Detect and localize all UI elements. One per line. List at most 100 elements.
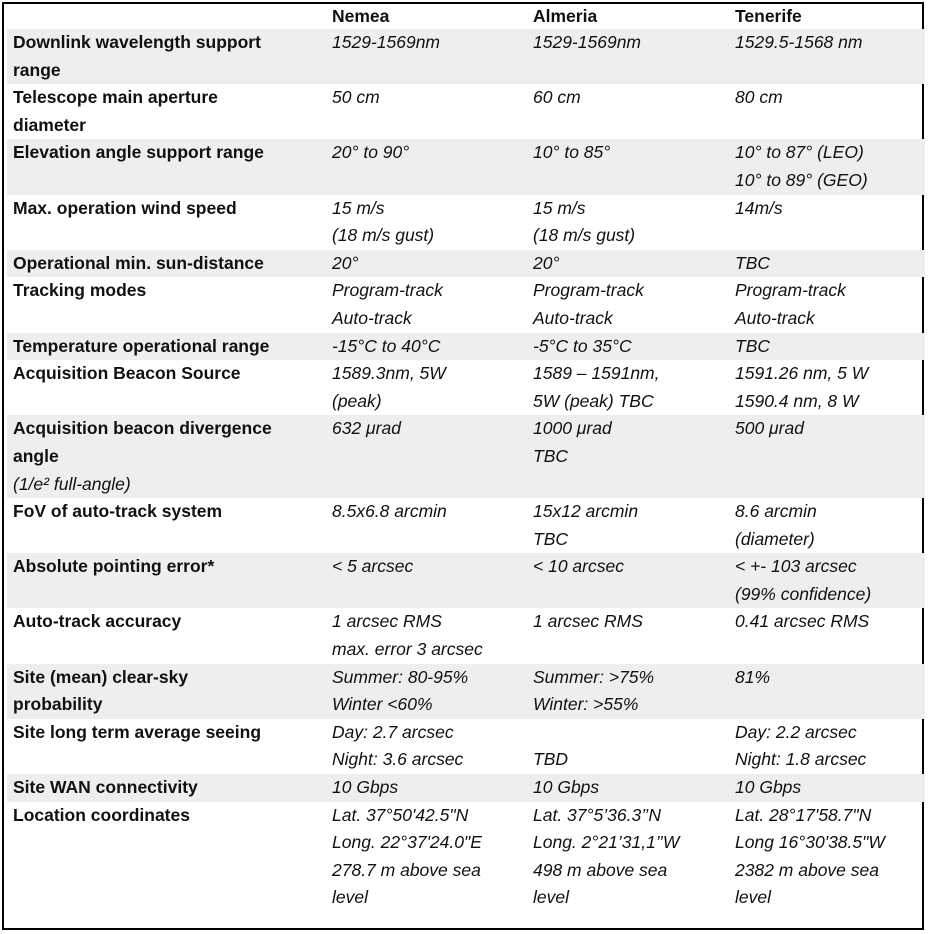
cell-almeria-line: < 10 arcsec	[533, 556, 624, 577]
cell-tenerife-line: 0.41 arcsec RMS	[735, 611, 870, 632]
cell-tenerife-line: TBC	[735, 252, 770, 273]
row-label: Location coordinates	[7, 802, 326, 912]
cell-nemea-line: 8.5x6.8 arcmin	[332, 501, 447, 522]
table-row: Auto-track accuracy 1 arcsec RMS max. erro…	[7, 608, 925, 663]
cell-tenerife-line: 10° to 87° (LEO)	[735, 142, 864, 163]
cell-tenerife-line: 1591.26 nm, 5 W	[735, 363, 869, 384]
cell-almeria: 1 arcsec RMS	[527, 608, 729, 663]
cell-tenerife-line: level	[735, 887, 771, 908]
cell-almeria-line: 498 m above sea	[533, 859, 668, 880]
cell-almeria: 10° to 85°	[527, 139, 729, 195]
cell-almeria-line: Lat. 37°5’36.3’’N	[533, 804, 661, 825]
table-row: Acquisition Beacon Source 1589.3nm, 5W (pe…	[7, 360, 925, 415]
cell-nemea-line: 632 μrad	[332, 418, 401, 439]
cell-almeria-line: 1000 μrad	[533, 418, 612, 439]
cell-tenerife: Program-track Auto-track	[729, 277, 925, 332]
cell-tenerife: 10° to 87° (LEO) 10° to 89° (GEO)	[729, 139, 925, 195]
table-row: Tracking modes Program-track Auto-track Pro…	[7, 277, 925, 332]
cell-tenerife: 500 μrad	[729, 415, 925, 499]
row-label: Telescope main aperture diameter	[7, 84, 326, 139]
row-label-line: Temperature operational range	[13, 335, 270, 356]
cell-nemea-line: 20° to 90°	[332, 142, 410, 163]
cell-tenerife-line: 500 μrad	[735, 418, 804, 439]
row-label-line: Location coordinates	[13, 804, 190, 825]
cell-almeria-line: -5°C to 35°C	[533, 335, 632, 356]
table-row: Elevation angle support range 20° to 90° 1…	[7, 139, 925, 195]
row-label-line: Operational min. sun-distance	[13, 252, 264, 273]
cell-almeria-line: Summer: >75%	[533, 666, 655, 687]
cell-almeria: 1000 μrad TBC	[527, 415, 729, 499]
cell-nemea-line: 10 Gbps	[332, 777, 399, 798]
row-label-line: Elevation angle support range	[13, 142, 264, 163]
cell-tenerife: < +- 103 arcsec (99% confidence)	[729, 553, 925, 609]
cell-almeria: 1529-1569nm	[527, 29, 729, 85]
row-label-line: Absolute pointing error*	[13, 556, 215, 577]
cell-almeria: 20°	[527, 249, 729, 278]
header-empty	[7, 4, 326, 29]
row-label: Auto-track accuracy	[7, 608, 326, 663]
cell-almeria-line: Program-track	[533, 280, 644, 301]
cell-tenerife: 8.6 arcmin (diameter)	[729, 498, 925, 553]
cell-nemea-line: 1589.3nm, 5W	[332, 363, 446, 384]
cell-almeria-line: TBC	[533, 445, 568, 466]
table-row: Downlink wavelength support range 1529-156…	[7, 29, 925, 85]
row-label: Downlink wavelength support range	[7, 29, 326, 85]
cell-tenerife-line: 2382 m above sea	[735, 859, 879, 880]
cell-tenerife-line: Auto-track	[735, 307, 815, 328]
table-row: Acquisition beacon divergence angle (1/e² …	[7, 415, 925, 499]
row-label: Operational min. sun-distance	[7, 249, 326, 278]
row-label: Acquisition Beacon Source	[7, 360, 326, 415]
table-row: Absolute pointing error* < 5 arcsec < 10 a…	[7, 553, 925, 609]
cell-nemea-line: (peak)	[332, 390, 382, 411]
table-body: Downlink wavelength support range 1529-156…	[7, 29, 925, 912]
cell-almeria-line: 1589 – 1591nm,	[533, 363, 660, 384]
row-label-line: Telescope main aperture	[13, 87, 218, 108]
cell-nemea-line: 1 arcsec RMS	[332, 611, 442, 632]
row-label-line: Acquisition Beacon Source	[13, 363, 241, 384]
row-label-line: Downlink wavelength support	[13, 32, 261, 52]
cell-nemea-line: Auto-track	[332, 307, 412, 328]
cell-almeria: 15 m/s (18 m/s gust)	[527, 195, 729, 250]
cell-nemea-line: -15°C to 40°C	[332, 335, 441, 356]
cell-almeria: 1589 – 1591nm, 5W (peak) TBC	[527, 360, 729, 415]
cell-tenerife-line: 81%	[735, 666, 771, 687]
cell-almeria-line: 10 Gbps	[533, 777, 600, 798]
cell-tenerife: 10 Gbps	[729, 774, 925, 802]
cell-tenerife: TBC	[729, 249, 925, 278]
cell-almeria-line: 15 m/s	[533, 197, 586, 218]
cell-nemea: 1529-1569nm	[326, 29, 527, 85]
row-label: Elevation angle support range	[7, 139, 326, 195]
cell-almeria-line: 60 cm	[533, 87, 581, 108]
cell-almeria: 60 cm	[527, 84, 729, 139]
cell-tenerife: Day: 2.2 arcsec Night: 1.8 arcsec	[729, 719, 925, 774]
cell-nemea: Lat. 37°50'42.5"N Long. 22°37'24.0"E 278.7…	[326, 802, 527, 912]
row-label-line: Site WAN connectivity	[13, 777, 198, 798]
header-nemea: Nemea	[332, 6, 390, 26]
cell-tenerife-line: Day: 2.2 arcsec	[735, 721, 857, 742]
cell-tenerife-line: (99% confidence)	[735, 583, 872, 604]
cell-nemea-line: (18 m/s gust)	[332, 225, 435, 246]
row-label: Absolute pointing error*	[7, 553, 326, 609]
table-row: Site (mean) clear-sky probability Summer: …	[7, 663, 925, 719]
cell-nemea: 10 Gbps	[326, 774, 527, 802]
cell-tenerife-line: Program-track	[735, 280, 846, 301]
cell-nemea: 20°	[326, 249, 527, 278]
cell-nemea: 632 μrad	[326, 415, 527, 499]
cell-tenerife-line: Night: 1.8 arcsec	[735, 749, 867, 770]
cell-almeria-line: 5W (peak) TBC	[533, 390, 654, 411]
cell-nemea-line: 1529-1569nm	[332, 32, 440, 52]
cell-nemea: < 5 arcsec	[326, 553, 527, 609]
cell-almeria: -5°C to 35°C	[527, 332, 729, 361]
row-label-line: Site long term average seeing	[13, 721, 262, 742]
table-row: Site WAN connectivity 10 Gbps 10 Gbps 10 Gb…	[7, 774, 925, 802]
cell-nemea: 20° to 90°	[326, 139, 527, 195]
cell-nemea-line: Night: 3.6 arcsec	[332, 749, 464, 770]
cell-tenerife-line: Long 16°30'38.5"W	[735, 832, 885, 853]
table-row: Site long term average seeing Day: 2.7 ar…	[7, 719, 925, 774]
cell-nemea: Summer: 80-95% Winter <60%	[326, 663, 527, 719]
row-label-line: probability	[13, 694, 103, 715]
row-label: Temperature operational range	[7, 332, 326, 361]
cell-tenerife: 0.41 arcsec RMS	[729, 608, 925, 663]
cell-nemea: Program-track Auto-track	[326, 277, 527, 332]
cell-nemea: 50 cm	[326, 84, 527, 139]
